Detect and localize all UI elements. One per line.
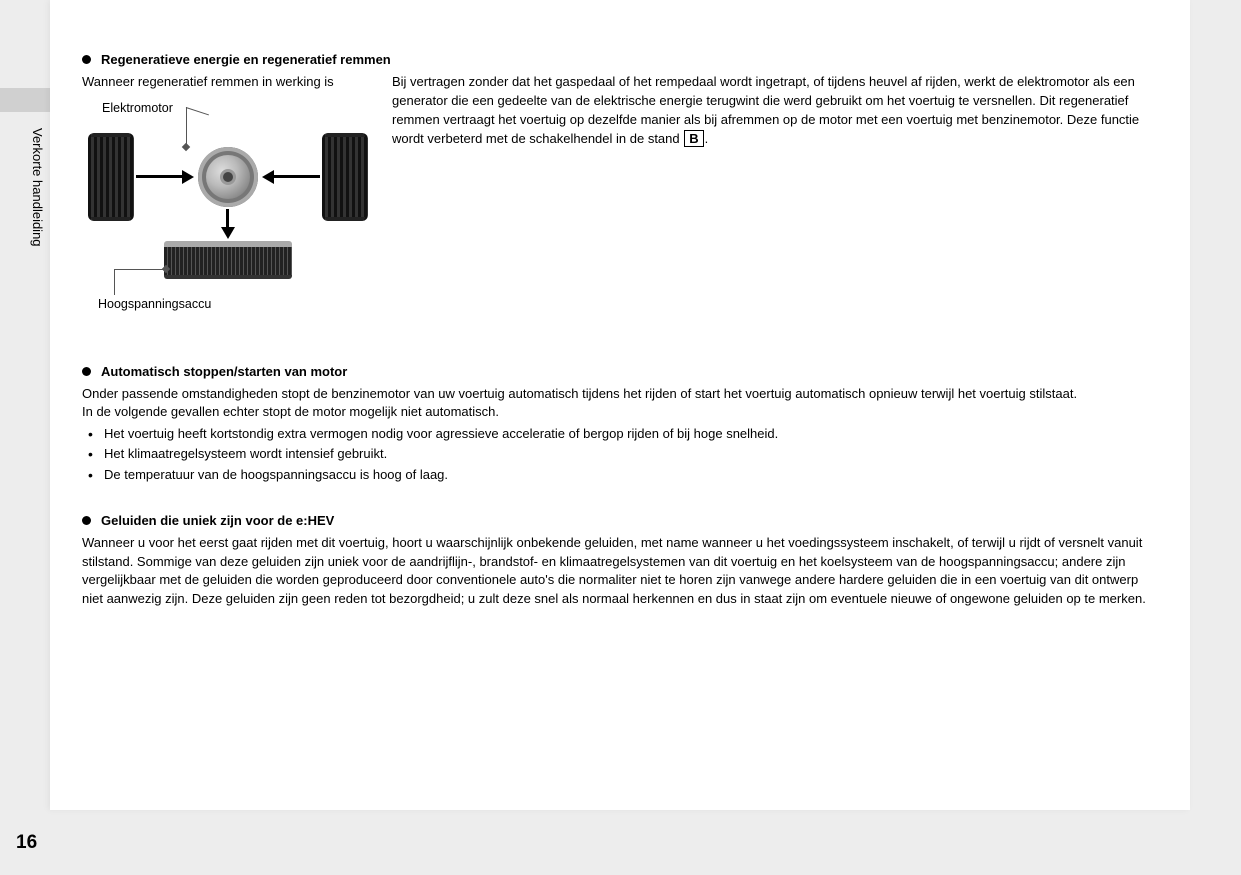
heading-text: Automatisch stoppen/starten van motor (101, 364, 347, 379)
arrow-right-to-motor (272, 175, 320, 178)
wheel-right-icon (322, 133, 368, 221)
bullet-icon (82, 516, 91, 525)
battery-icon (164, 241, 292, 279)
section-heading-regen: Regeneratieve energie en regeneratief re… (82, 52, 1162, 67)
section-heading-sounds: Geluiden die uniek zijn voor de e:HEV (82, 513, 1162, 528)
regen-diagram: Elektromotor (82, 101, 372, 316)
list-item: Het klimaatregelsysteem wordt intensief … (82, 444, 1162, 464)
page-number: 16 (16, 832, 37, 854)
leader-line (114, 269, 115, 295)
manual-page: Verkorte handleiding Regeneratieve energ… (0, 0, 1241, 875)
section-sounds: Geluiden die uniek zijn voor de e:HEV Wa… (82, 513, 1162, 609)
section-heading-autostop: Automatisch stoppen/starten van motor (82, 364, 1162, 379)
motor-label: Elektromotor (102, 101, 173, 115)
leader-diamond-icon (182, 142, 190, 150)
regen-block: Wanneer regeneratief remmen in werking i… (82, 73, 1162, 316)
arrow-motor-to-battery (226, 209, 229, 229)
regen-body: Bij vertragen zonder dat het gaspedaal o… (392, 73, 1152, 148)
diagram-caption: Wanneer regeneratief remmen in werking i… (82, 73, 392, 91)
wheel-left-icon (88, 133, 134, 221)
regen-body-pre: Bij vertragen zonder dat het gaspedaal o… (392, 74, 1139, 146)
regen-body-post: . (705, 131, 709, 146)
sounds-para: Wanneer u voor het eerst gaat rijden met… (82, 534, 1152, 609)
diagram-column: Wanneer regeneratief remmen in werking i… (82, 73, 392, 316)
heading-text: Geluiden die uniek zijn voor de e:HEV (101, 513, 334, 528)
autostop-para1: Onder passende omstandigheden stopt de b… (82, 385, 1152, 404)
bullet-icon (82, 55, 91, 64)
arrowhead-icon (262, 170, 274, 184)
list-item: Het voertuig heeft kortstondig extra ver… (82, 424, 1162, 444)
list-item: De temperatuur van de hoogspanningsaccu … (82, 465, 1162, 485)
autostop-para2: In de volgende gevallen echter stopt de … (82, 403, 1152, 422)
chapter-tab (0, 88, 50, 112)
gear-position-box: B (684, 130, 703, 148)
chapter-label: Verkorte handleiding (30, 128, 45, 247)
arrow-left-to-motor (136, 175, 184, 178)
motor-icon (198, 147, 258, 207)
leader-line (186, 107, 187, 145)
autostop-bullet-list: Het voertuig heeft kortstondig extra ver… (82, 424, 1162, 484)
arrowhead-icon (221, 227, 235, 239)
regen-text-column: Bij vertragen zonder dat het gaspedaal o… (392, 73, 1152, 148)
bullet-icon (82, 367, 91, 376)
arrowhead-icon (182, 170, 194, 184)
section-autostop: Automatisch stoppen/starten van motor On… (82, 364, 1162, 485)
page-content: Regeneratieve energie en regeneratief re… (82, 52, 1162, 609)
leader-line (186, 107, 209, 115)
battery-label: Hoogspanningsaccu (98, 297, 211, 311)
leader-line (114, 269, 166, 270)
heading-text: Regeneratieve energie en regeneratief re… (101, 52, 391, 67)
